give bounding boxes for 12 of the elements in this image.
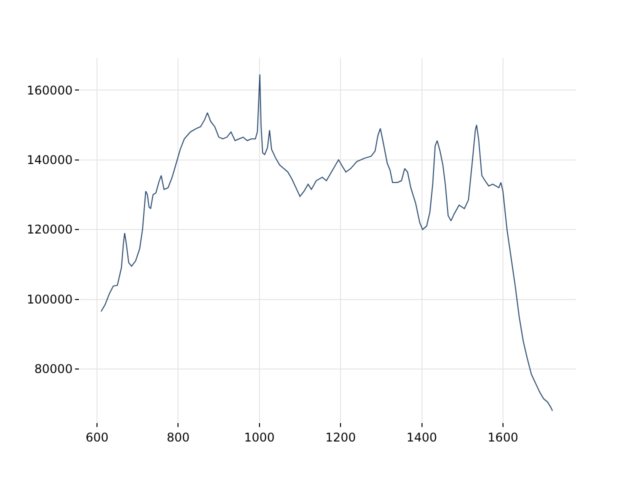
y-tick-label: 80000	[34, 362, 73, 376]
y-tick-label: 100000	[26, 292, 73, 306]
line-series	[100, 74, 553, 412]
x-tick-label: 1200	[325, 430, 356, 444]
x-tick-label: 800	[166, 430, 190, 444]
y-tick-label: 160000	[26, 83, 73, 98]
x-tick-label: 600	[86, 430, 109, 444]
x-tick-label: 1400	[406, 430, 438, 444]
x-tick-label: 1000	[244, 430, 275, 444]
x-tick-label: 1600	[488, 430, 518, 444]
y-tick-label: 140000	[26, 153, 73, 168]
y-tick-label: 120000	[26, 222, 73, 237]
